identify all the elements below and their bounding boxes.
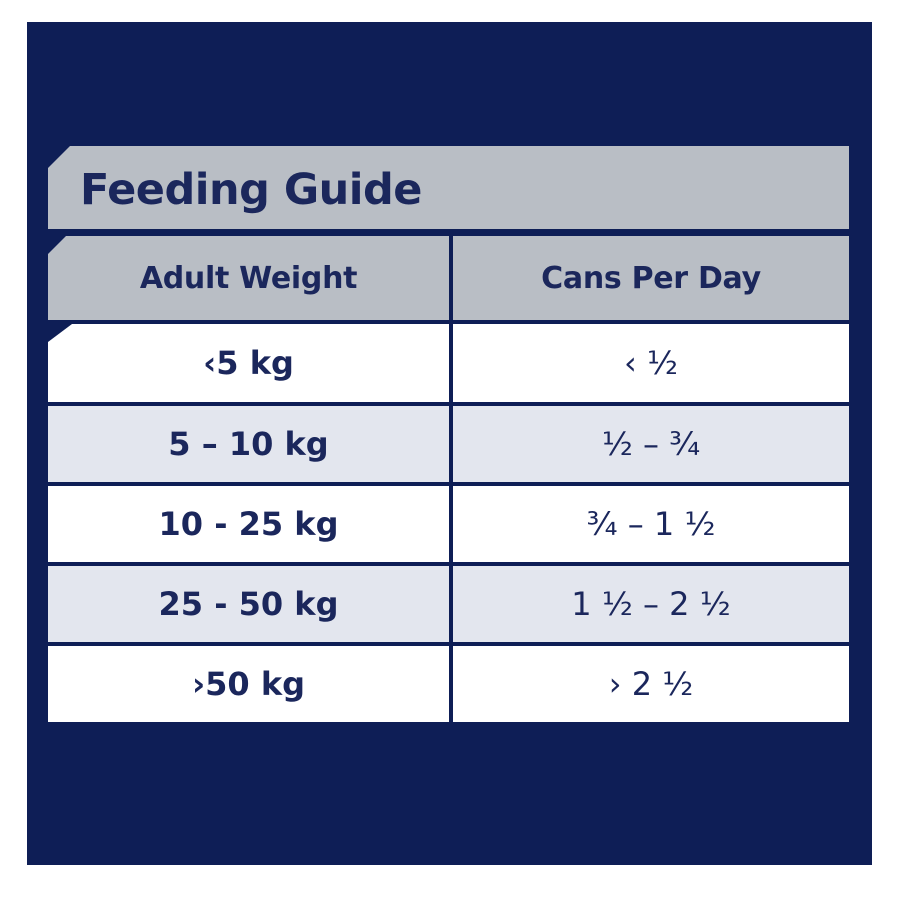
column-divider	[449, 233, 453, 740]
table-row-2-weight: 5 – 10 kg	[48, 406, 449, 482]
table-row-3-weight: 10 - 25 kg	[48, 486, 449, 562]
header-adult-weight: Adult Weight	[48, 236, 449, 320]
table-row-4-weight: 25 - 50 kg	[48, 566, 449, 642]
page-title: Feeding Guide	[80, 165, 422, 215]
table-row-4-cans: 1 ½ – 2 ½	[453, 566, 849, 642]
table-row-5-cans: › 2 ½	[453, 646, 849, 722]
table-row-5-weight: ›50 kg	[48, 646, 449, 722]
table-row-1-weight: ‹5 kg	[48, 324, 449, 402]
table-row-2-cans: ½ – ¾	[453, 406, 849, 482]
header-cans-per-day: Cans Per Day	[453, 236, 849, 320]
title-bar	[48, 146, 849, 229]
table-row-1-cans: ‹ ½	[453, 324, 849, 402]
table-row-3-cans: ¾ – 1 ½	[453, 486, 849, 562]
